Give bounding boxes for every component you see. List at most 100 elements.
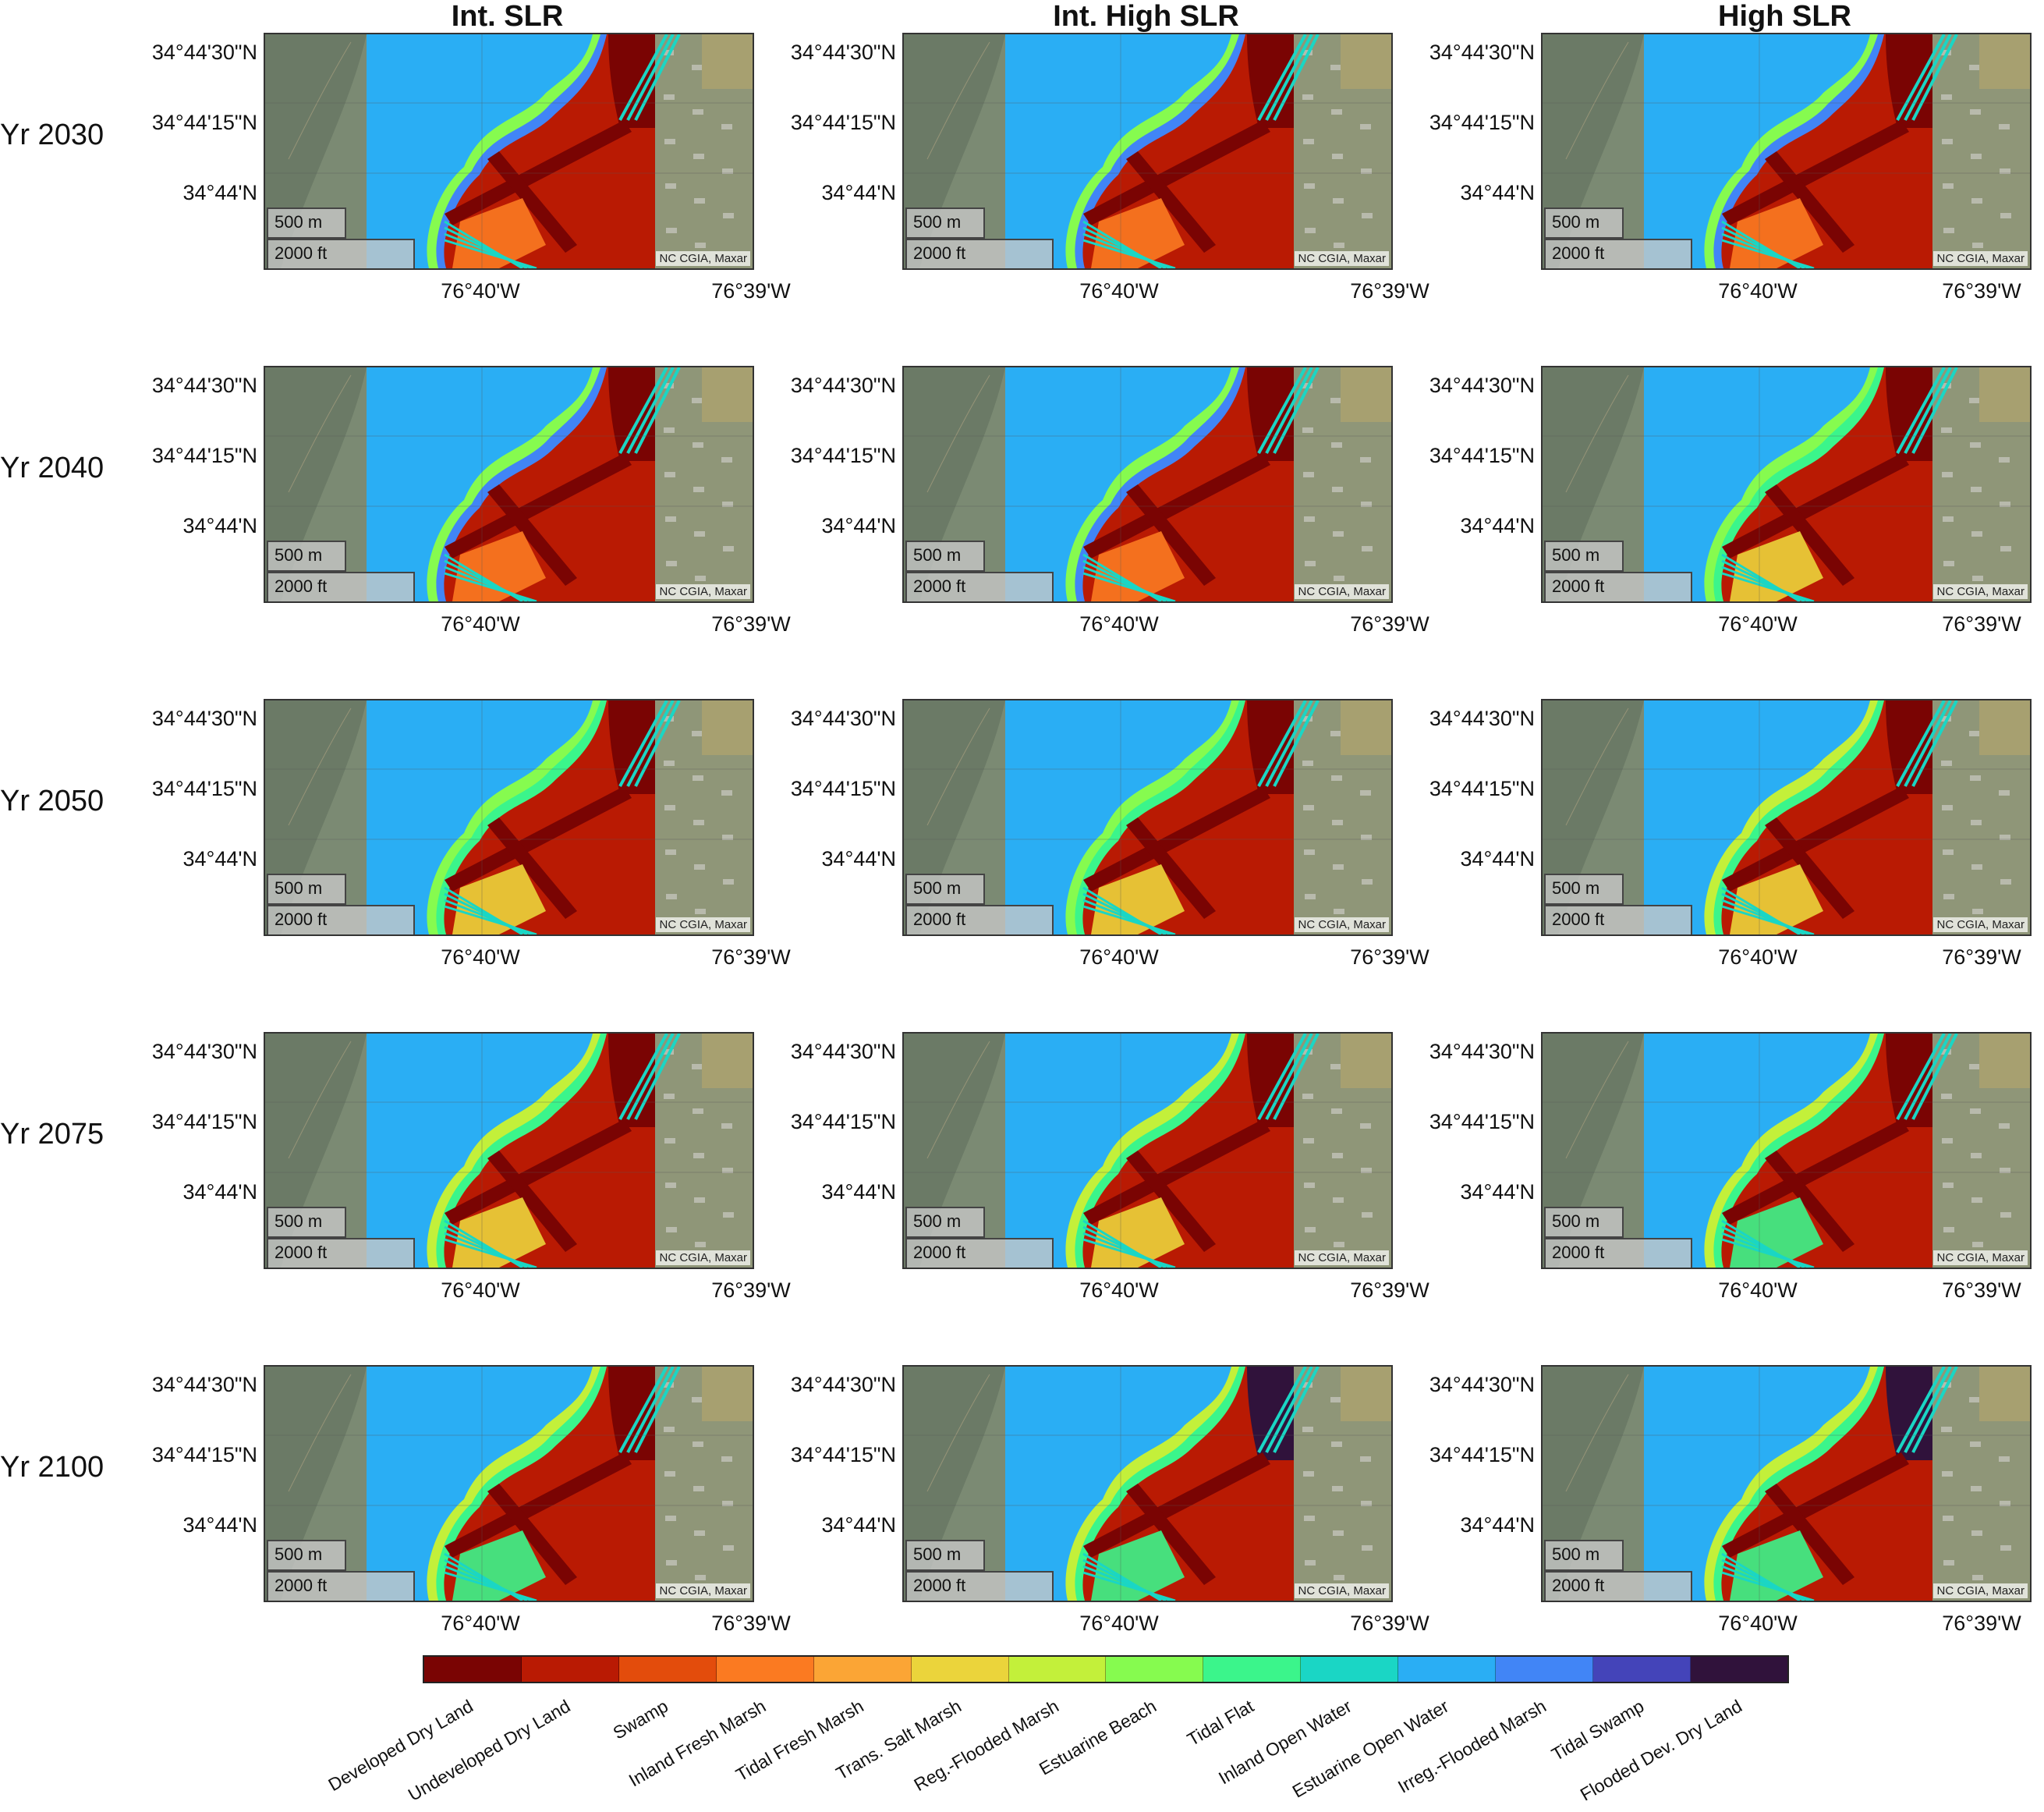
legend-label: Estuarine Open Water [1288,1695,1453,1802]
lat-tick-label: 34°44'30"N [1429,374,1535,397]
scale-bar-metric: 500 m [267,1540,346,1571]
imagery-credit: NC CGIA, Maxar [1933,1250,2028,1265]
map-panel: 500 m 2000 ft NC CGIA, Maxar [264,1365,754,1602]
imagery-credit: NC CGIA, Maxar [656,917,750,932]
scale-bar-metric: 500 m [267,541,346,572]
scale-bar-imperial: 2000 ft [267,1571,415,1601]
scale-bar-imperial: 2000 ft [267,905,415,934]
scale-bar-metric: 500 m [267,1207,346,1238]
lat-tick-label: 34°44'30"N [151,1040,257,1063]
lon-tick-label: 76°40'W [1079,279,1159,303]
legend-swatch [1106,1657,1204,1682]
legend-swatch [1203,1657,1302,1682]
lon-tick-label: 76°40'W [441,1278,520,1302]
imagery-credit: NC CGIA, Maxar [1933,917,2028,932]
lat-tick-label: 34°44'N [821,181,896,204]
lat-tick-label: 34°44'15"N [151,444,257,467]
map-panel: 500 m 2000 ft NC CGIA, Maxar [264,33,754,270]
lat-tick-label: 34°44'15"N [790,1443,896,1466]
lon-tick-label: 76°39'W [1350,945,1429,969]
lon-tick-label: 76°39'W [1350,279,1429,303]
legend-swatch [521,1657,619,1682]
legend-label: Tidal Flat [1183,1695,1257,1750]
lon-tick-label: 76°39'W [711,279,791,303]
lat-tick-label: 34°44'15"N [151,777,257,800]
legend-swatch [1496,1657,1594,1682]
lat-tick-label: 34°44'30"N [790,41,896,64]
scale-bar-metric: 500 m [905,1540,985,1571]
lat-tick-label: 34°44'30"N [1429,1373,1535,1396]
lon-tick-label: 76°40'W [1718,945,1798,969]
lon-tick-label: 76°39'W [1350,1612,1429,1635]
lat-tick-label: 34°44'30"N [151,707,257,730]
lon-tick-label: 76°39'W [1942,1278,2021,1302]
lat-tick-label: 34°44'15"N [790,777,896,800]
lon-tick-label: 76°40'W [441,1612,520,1635]
lat-tick-label: 34°44'N [182,1513,257,1537]
legend-swatch [1008,1657,1107,1682]
legend-colorbar [423,1655,1789,1683]
legend-swatch [716,1657,814,1682]
imagery-credit: NC CGIA, Maxar [1933,584,2028,599]
lat-tick-label: 34°44'N [1460,514,1535,537]
map-panel: 500 m 2000 ft NC CGIA, Maxar [902,366,1393,603]
legend-swatch [424,1657,522,1682]
lat-tick-label: 34°44'15"N [151,111,257,134]
scale-bar-metric: 500 m [267,874,346,905]
legend-swatch [1301,1657,1399,1682]
scale-bar-imperial: 2000 ft [267,572,415,601]
lon-tick-label: 76°40'W [441,945,520,969]
legend-label: Swamp [609,1695,672,1743]
row-label-yr-2075: Yr 2075 [0,1118,105,1151]
scale-bar-imperial: 2000 ft [267,1238,415,1268]
lat-tick-label: 34°44'N [182,1180,257,1204]
lat-tick-label: 34°44'N [1460,1180,1535,1204]
lat-tick-label: 34°44'15"N [790,1110,896,1133]
lat-tick-label: 34°44'N [821,514,896,537]
lon-tick-label: 76°39'W [1942,945,2021,969]
scale-bar-metric: 500 m [1544,207,1624,239]
map-panel: 500 m 2000 ft NC CGIA, Maxar [264,366,754,603]
legend-swatch [618,1657,717,1682]
lat-tick-label: 34°44'N [821,847,896,871]
scale-bar-imperial: 2000 ft [1544,1238,1692,1268]
imagery-credit: NC CGIA, Maxar [1933,1583,2028,1598]
legend-swatch [1690,1657,1787,1682]
lat-tick-label: 34°44'15"N [1429,1110,1535,1133]
lon-tick-label: 76°39'W [711,945,791,969]
scale-bar-imperial: 2000 ft [1544,239,1692,268]
lat-tick-label: 34°44'N [1460,181,1535,204]
lat-tick-label: 34°44'15"N [151,1443,257,1466]
scale-bar-imperial: 2000 ft [905,1571,1054,1601]
lat-tick-label: 34°44'N [182,847,257,871]
row-label-yr-2030: Yr 2030 [0,119,105,151]
lat-tick-label: 34°44'15"N [1429,1443,1535,1466]
lat-tick-label: 34°44'30"N [790,374,896,397]
lon-tick-label: 76°40'W [1718,612,1798,636]
lon-tick-label: 76°40'W [441,279,520,303]
map-panel: 500 m 2000 ft NC CGIA, Maxar [1541,366,2032,603]
imagery-credit: NC CGIA, Maxar [1295,917,1389,932]
lon-tick-label: 76°39'W [711,612,791,636]
lat-tick-label: 34°44'15"N [1429,111,1535,134]
scale-bar-imperial: 2000 ft [905,239,1054,268]
lon-tick-label: 76°40'W [1079,1612,1159,1635]
lat-tick-label: 34°44'N [821,1180,896,1204]
scale-bar-imperial: 2000 ft [905,905,1054,934]
scale-bar-metric: 500 m [905,541,985,572]
lat-tick-label: 34°44'N [182,181,257,204]
lat-tick-label: 34°44'15"N [790,444,896,467]
map-panel: 500 m 2000 ft NC CGIA, Maxar [902,699,1393,936]
scale-bar-metric: 500 m [1544,874,1624,905]
lat-tick-label: 34°44'30"N [790,707,896,730]
scale-bar-imperial: 2000 ft [905,572,1054,601]
scale-bar-imperial: 2000 ft [267,239,415,268]
lat-tick-label: 34°44'30"N [790,1040,896,1063]
imagery-credit: NC CGIA, Maxar [656,584,750,599]
lon-tick-label: 76°40'W [1718,1612,1798,1635]
column-title-1: Int. SLR [451,0,564,33]
scale-bar-metric: 500 m [1544,1540,1624,1571]
imagery-credit: NC CGIA, Maxar [656,1583,750,1598]
legend-swatch [813,1657,912,1682]
map-panel: 500 m 2000 ft NC CGIA, Maxar [1541,699,2032,936]
